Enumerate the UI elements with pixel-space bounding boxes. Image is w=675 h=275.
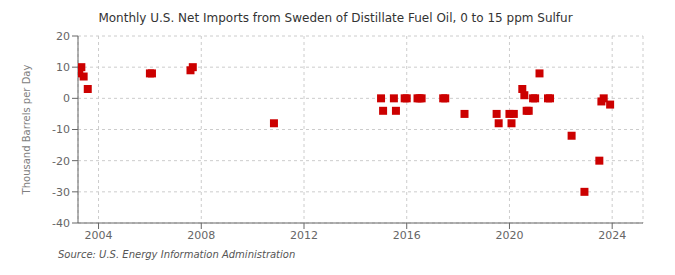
svg-text:Thousand Barrels per Day: Thousand Barrels per Day xyxy=(21,65,32,196)
svg-text:2016: 2016 xyxy=(393,229,421,242)
svg-text:2004: 2004 xyxy=(85,229,113,242)
svg-text:-40: -40 xyxy=(52,217,70,230)
svg-text:-10: -10 xyxy=(52,123,70,136)
svg-text:2008: 2008 xyxy=(187,229,215,242)
svg-text:-30: -30 xyxy=(52,186,70,199)
html-text:Source: U.S. Energy Informatio: Source: U.S. Energy Information Administ… xyxy=(58,249,296,260)
svg-text:0: 0 xyxy=(63,92,70,105)
svg-text:-20: -20 xyxy=(52,155,70,168)
svg-text:20: 20 xyxy=(56,30,70,43)
svg-text:2024: 2024 xyxy=(598,229,626,242)
svg-text:2012: 2012 xyxy=(290,229,318,242)
svg-text:10: 10 xyxy=(56,61,70,74)
html-text:Monthly U.S. Net Imports from: Monthly U.S. Net Imports from Sweden of … xyxy=(98,11,573,25)
svg-text:2020: 2020 xyxy=(495,229,523,242)
